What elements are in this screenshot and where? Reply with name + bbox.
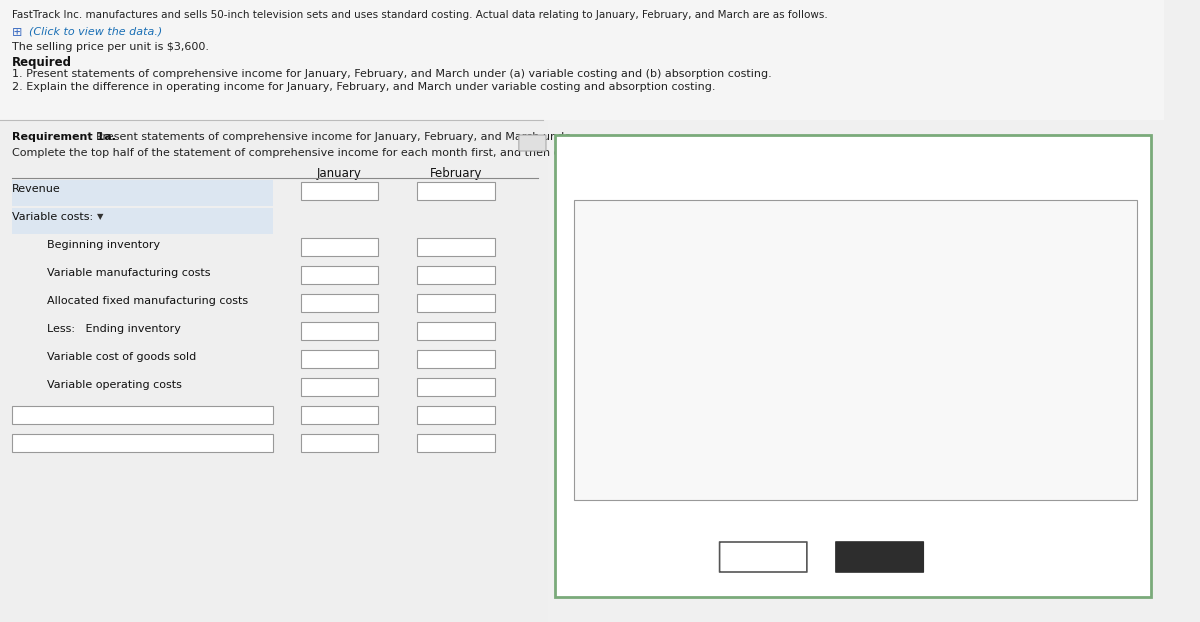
Text: Operating (marketing) cost per unit sold: Operating (marketing) cost per unit sold xyxy=(594,346,833,359)
Text: FastTrack Inc. manufactures and sells 50-inch television sets and uses standard : FastTrack Inc. manufactures and sells 50… xyxy=(12,10,827,20)
Text: 2. Explain the difference in operating income for January, February, and March u: 2. Explain the difference in operating i… xyxy=(12,82,715,92)
FancyBboxPatch shape xyxy=(418,266,494,284)
Text: 50: 50 xyxy=(962,232,977,245)
Text: 950: 950 xyxy=(868,276,889,289)
Text: Complete the top half of the statement of comprehensive income for each month fi: Complete the top half of the statement o… xyxy=(12,148,599,158)
Text: 130,000: 130,000 xyxy=(929,416,977,429)
Text: 130,000: 130,000 xyxy=(1010,416,1060,429)
FancyBboxPatch shape xyxy=(418,434,494,452)
FancyBboxPatch shape xyxy=(418,294,494,312)
Text: The selling price per unit is $3,600.: The selling price per unit is $3,600. xyxy=(12,42,209,52)
Text: Variable operating costs: Variable operating costs xyxy=(47,380,181,390)
Text: Variable costs:: Variable costs: xyxy=(12,212,92,222)
Text: $: $ xyxy=(827,394,834,407)
Text: Manufacturing costs: Manufacturing costs xyxy=(594,394,714,407)
FancyBboxPatch shape xyxy=(301,238,378,256)
Text: Unit data:: Unit data: xyxy=(582,210,641,223)
Text: Beginning inventory: Beginning inventory xyxy=(594,232,713,245)
Text: Sales: Sales xyxy=(594,276,625,289)
FancyBboxPatch shape xyxy=(574,200,1136,500)
Text: 20: 20 xyxy=(1044,232,1060,245)
Text: Variable costs:: Variable costs: xyxy=(582,306,668,319)
FancyBboxPatch shape xyxy=(301,266,378,284)
Text: 1,200 $: 1,200 $ xyxy=(845,324,889,337)
FancyBboxPatch shape xyxy=(301,378,378,396)
Text: January: January xyxy=(317,167,362,180)
Text: 1,200: 1,200 xyxy=(1026,324,1060,337)
Text: Beginning inventory: Beginning inventory xyxy=(47,240,160,250)
FancyBboxPatch shape xyxy=(418,238,494,256)
FancyBboxPatch shape xyxy=(301,182,378,200)
Text: February: February xyxy=(430,167,482,180)
FancyBboxPatch shape xyxy=(12,208,274,234)
Text: 1,200 $: 1,200 $ xyxy=(932,324,977,337)
FancyBboxPatch shape xyxy=(418,322,494,340)
FancyBboxPatch shape xyxy=(836,542,923,572)
Text: Requirement 1a.: Requirement 1a. xyxy=(12,132,115,142)
FancyBboxPatch shape xyxy=(518,135,546,151)
Text: 625: 625 xyxy=(1037,346,1060,359)
Text: 925: 925 xyxy=(954,254,977,267)
Text: Variable manufacturing costs: Variable manufacturing costs xyxy=(47,268,210,278)
Text: per unit is 1,000.: per unit is 1,000. xyxy=(582,457,671,467)
Text: Production: Production xyxy=(594,254,656,267)
FancyBboxPatch shape xyxy=(720,542,806,572)
Text: Present statements of comprehensive income for January, February, and March unde: Present statements of comprehensive inco… xyxy=(89,132,571,142)
Text: 1. Present statements of comprehensive income for January, February, and March u: 1. Present statements of comprehensive i… xyxy=(12,69,772,79)
FancyBboxPatch shape xyxy=(12,434,274,452)
FancyBboxPatch shape xyxy=(0,120,548,622)
Text: 1,300: 1,300 xyxy=(1026,254,1060,267)
Text: Allocated fixed manufacturing costs: Allocated fixed manufacturing costs xyxy=(47,296,247,306)
Text: Revenue: Revenue xyxy=(12,184,60,194)
FancyBboxPatch shape xyxy=(301,406,378,424)
Text: ▼: ▼ xyxy=(96,213,103,221)
Text: Print: Print xyxy=(749,550,778,564)
FancyBboxPatch shape xyxy=(0,0,1164,120)
Text: Data table: Data table xyxy=(584,157,678,175)
FancyBboxPatch shape xyxy=(12,406,274,424)
Text: 380,000: 380,000 xyxy=(1012,394,1060,407)
Text: 380,000 $: 380,000 $ xyxy=(830,394,889,407)
FancyBboxPatch shape xyxy=(0,0,1164,622)
Text: Required: Required xyxy=(12,56,72,69)
FancyBboxPatch shape xyxy=(301,434,378,452)
Text: (Click to view the data.): (Click to view the data.) xyxy=(29,26,162,36)
Text: 1,220: 1,220 xyxy=(1025,276,1060,289)
Text: Note: The budgeted level of production used to calculate the budgeted fixed manu: Note: The budgeted level of production u… xyxy=(582,443,1084,453)
Text: 130,000: 130,000 xyxy=(841,416,889,429)
Text: 0: 0 xyxy=(882,232,889,245)
Text: Less:   Ending inventory: Less: Ending inventory xyxy=(47,324,180,334)
FancyBboxPatch shape xyxy=(301,294,378,312)
Text: Fixed costs:: Fixed costs: xyxy=(582,376,650,389)
FancyBboxPatch shape xyxy=(418,378,494,396)
Text: Variable cost of goods sold: Variable cost of goods sold xyxy=(47,352,196,362)
Text: 625 $: 625 $ xyxy=(943,346,977,359)
FancyBboxPatch shape xyxy=(301,322,378,340)
Text: 955: 955 xyxy=(954,276,977,289)
FancyBboxPatch shape xyxy=(418,182,494,200)
Text: 380,000 $: 380,000 $ xyxy=(917,394,977,407)
FancyBboxPatch shape xyxy=(301,350,378,368)
Text: Operating (marketing) costs: Operating (marketing) costs xyxy=(594,416,761,429)
FancyBboxPatch shape xyxy=(554,135,1151,597)
Text: $: $ xyxy=(827,324,834,337)
FancyBboxPatch shape xyxy=(418,406,494,424)
Text: Done: Done xyxy=(862,550,898,564)
FancyBboxPatch shape xyxy=(418,350,494,368)
Text: ⊞: ⊞ xyxy=(12,26,22,39)
Text: 625: 625 xyxy=(866,346,889,359)
Text: ...: ... xyxy=(528,138,536,148)
FancyBboxPatch shape xyxy=(12,180,274,206)
Text: Manufacturing cost per unit produced: Manufacturing cost per unit produced xyxy=(594,324,817,337)
Text: 1,000: 1,000 xyxy=(856,254,889,267)
